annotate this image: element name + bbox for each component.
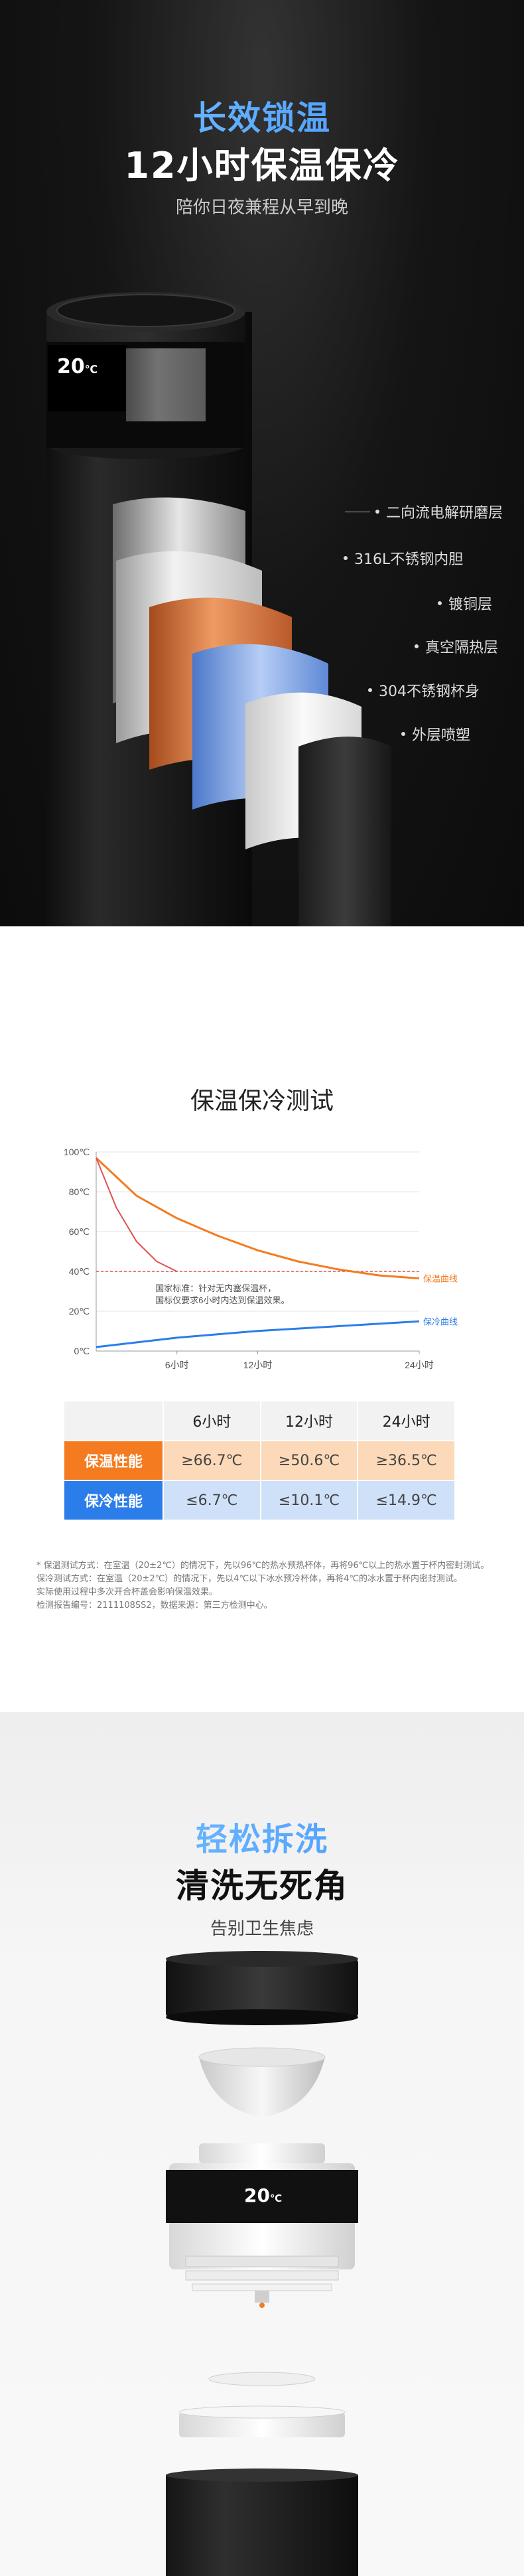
- hero-main-title: 12小时保温保冷: [124, 145, 400, 186]
- bullet-dot-icon: [344, 556, 348, 560]
- cold-curve: [96, 1320, 420, 1348]
- wash-subtitle: 告别卫生焦虑: [210, 1919, 314, 1939]
- table-cell: ≥36.5℃: [357, 1440, 456, 1481]
- standard-curve: [96, 1157, 178, 1272]
- layer-label-304: 304不锈钢杯身: [368, 680, 480, 701]
- wash-main-title: 清洗无死角: [176, 1867, 348, 1905]
- bottle-layers-illustration: [46, 292, 391, 926]
- display-temperature: 20℃: [57, 355, 98, 378]
- row-label-cold: 保冷性能: [63, 1480, 164, 1521]
- hero-subtitle: 陪你日夜兼程从早到晚: [175, 198, 348, 218]
- table-header: 6小时: [163, 1400, 261, 1441]
- table-header: 24小时: [357, 1400, 456, 1441]
- x-tick-label: 6小时: [165, 1360, 189, 1370]
- hero-accent-title: 长效锁温: [0, 92, 524, 139]
- performance-table: 6小时 12小时 24小时 保温性能 ≥66.7℃ ≥50.6℃ ≥36.5℃ …: [63, 1400, 456, 1521]
- row-label-hot: 保温性能: [63, 1440, 164, 1481]
- layer-label-copper: 镀铜层: [438, 593, 492, 614]
- y-tick-label: 20℃: [69, 1306, 90, 1317]
- series-label: 保温曲线: [423, 1274, 458, 1284]
- layer-label-316l: 316L不锈钢内胆: [344, 547, 463, 569]
- table-row: 保冷性能 ≤6.7℃ ≤10.1℃ ≤14.9℃: [63, 1480, 456, 1521]
- y-tick-label: 100℃: [64, 1147, 90, 1157]
- bullet-dot-icon: [368, 688, 372, 692]
- table-cell: ≥66.7℃: [163, 1440, 261, 1481]
- layer-label-electrolytic: 二向流电解研磨层: [345, 501, 503, 522]
- table-row: 保温性能 ≥66.7℃ ≥50.6℃ ≥36.5℃: [63, 1440, 456, 1481]
- test-notes: * 保温测试方式：在室温（20±2℃）的情况下，先以96℃的热水预热杯体，再将9…: [36, 1561, 490, 1610]
- hot-curve: [95, 1157, 420, 1279]
- table-cell: ≤10.1℃: [259, 1480, 359, 1521]
- wash-accent-title: 轻松拆洗: [0, 1813, 524, 1859]
- table-cell: ≤6.7℃: [163, 1480, 261, 1521]
- chart-annotation: 国标仅要求6小时内达到保温效果。: [155, 1295, 289, 1305]
- layer-label-vacuum: 真空隔热层: [415, 636, 498, 657]
- chart-annotation: 国家标准：针对无内塞保温杯，: [155, 1283, 276, 1293]
- x-tick-label: 24小时: [405, 1360, 434, 1370]
- layer-label-coating: 外层喷塑: [401, 723, 470, 745]
- table-header-row: 6小时 12小时 24小时: [63, 1400, 456, 1441]
- table-corner: [63, 1400, 164, 1441]
- temperature-test-section: 保温保冷测试 100℃ 80℃ 60℃ 40℃ 20℃ 0℃ 6小时 12小时 24小时 保温曲线…: [0, 926, 524, 1712]
- easy-clean-section: 轻松拆洗 清洗无死角 告别卫生焦虑: [0, 1712, 524, 2576]
- exploded-bottle-illustration: [166, 1951, 358, 2576]
- bullet-dot-icon: [438, 601, 442, 605]
- series-label: 保冷曲线: [423, 1317, 458, 1326]
- table-header: 12小时: [259, 1400, 359, 1441]
- insulation-hero-section: 长效锁温 12小时保温保冷 陪你日夜兼程从早到晚: [0, 0, 524, 926]
- wash-display-temperature: 20℃: [244, 2184, 283, 2206]
- test-title: 保温保冷测试: [190, 1088, 334, 1115]
- table-cell: ≤14.9℃: [357, 1480, 456, 1521]
- y-tick-label: 40℃: [69, 1266, 90, 1277]
- y-tick-label: 80℃: [69, 1186, 90, 1197]
- x-tick-label: 12小时: [243, 1360, 273, 1370]
- bullet-dot-icon: [375, 510, 379, 514]
- bullet-dot-icon: [401, 732, 405, 736]
- table-cell: ≥50.6℃: [259, 1440, 359, 1481]
- y-tick-label: 0℃: [74, 1346, 90, 1356]
- bullet-dot-icon: [415, 644, 419, 648]
- y-tick-label: 60℃: [69, 1226, 90, 1237]
